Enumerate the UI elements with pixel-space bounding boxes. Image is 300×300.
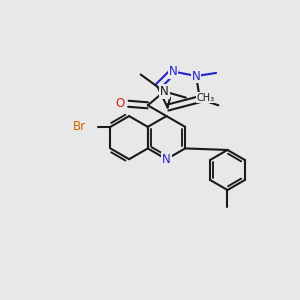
Text: N: N — [192, 70, 200, 83]
Text: N: N — [160, 85, 169, 98]
Text: Br: Br — [73, 120, 86, 134]
Text: N: N — [169, 65, 177, 78]
Text: CH₃: CH₃ — [196, 93, 215, 103]
Text: N: N — [162, 153, 171, 166]
Text: O: O — [115, 97, 124, 110]
